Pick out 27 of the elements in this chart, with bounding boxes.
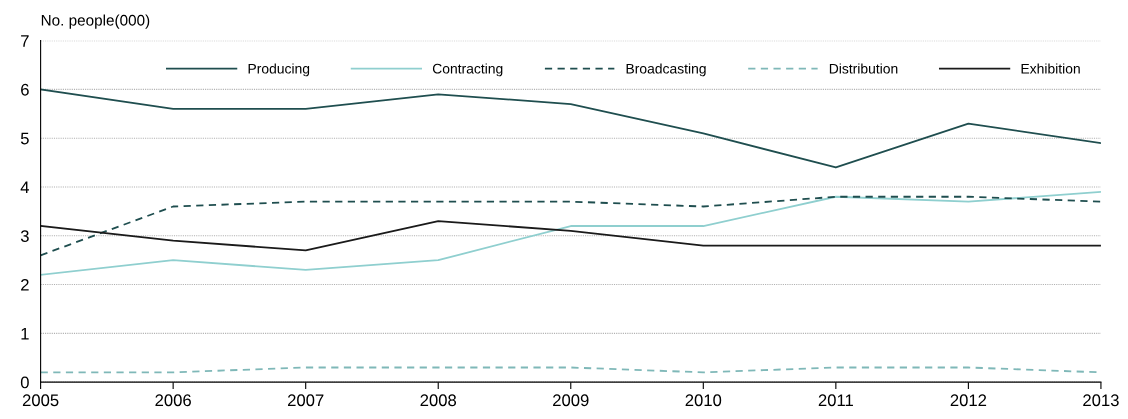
- x-tick-label: 2006: [155, 394, 191, 407]
- y-tick-label: 0: [20, 376, 29, 389]
- x-tick-label: 2010: [685, 394, 722, 407]
- x-tick-label: 2009: [553, 394, 589, 407]
- line-series: [40, 190, 1101, 276]
- line-series: [40, 220, 1101, 252]
- line-series: [40, 88, 1101, 169]
- y-tick-label: 1: [21, 327, 29, 340]
- legend-label: Producing: [248, 63, 310, 77]
- legend-label: Distribution: [829, 63, 898, 74]
- legend-label: Contracting: [432, 63, 503, 77]
- y-tick-label: 6: [21, 83, 29, 96]
- y-axis-title: No. people(000): [41, 14, 150, 29]
- x-tick-label: 2013: [1083, 394, 1119, 407]
- y-tick-label: 7: [21, 35, 29, 47]
- y-tick-label: 3: [20, 230, 29, 242]
- legend-label: Broadcasting: [626, 63, 706, 77]
- x-tick-label: 2007: [287, 394, 324, 407]
- x-tick-label: 2012: [950, 394, 987, 407]
- y-tick-label: 2: [21, 278, 29, 291]
- line-series: [40, 195, 1101, 257]
- legend-label: Exhibition: [1021, 63, 1080, 74]
- y-tick-label: 4: [20, 181, 30, 194]
- x-tick-label: 2008: [420, 394, 457, 407]
- x-tick-label: 2005: [22, 394, 59, 407]
- y-tick-label: 5: [20, 132, 29, 145]
- x-tick-label: 2011: [818, 394, 853, 407]
